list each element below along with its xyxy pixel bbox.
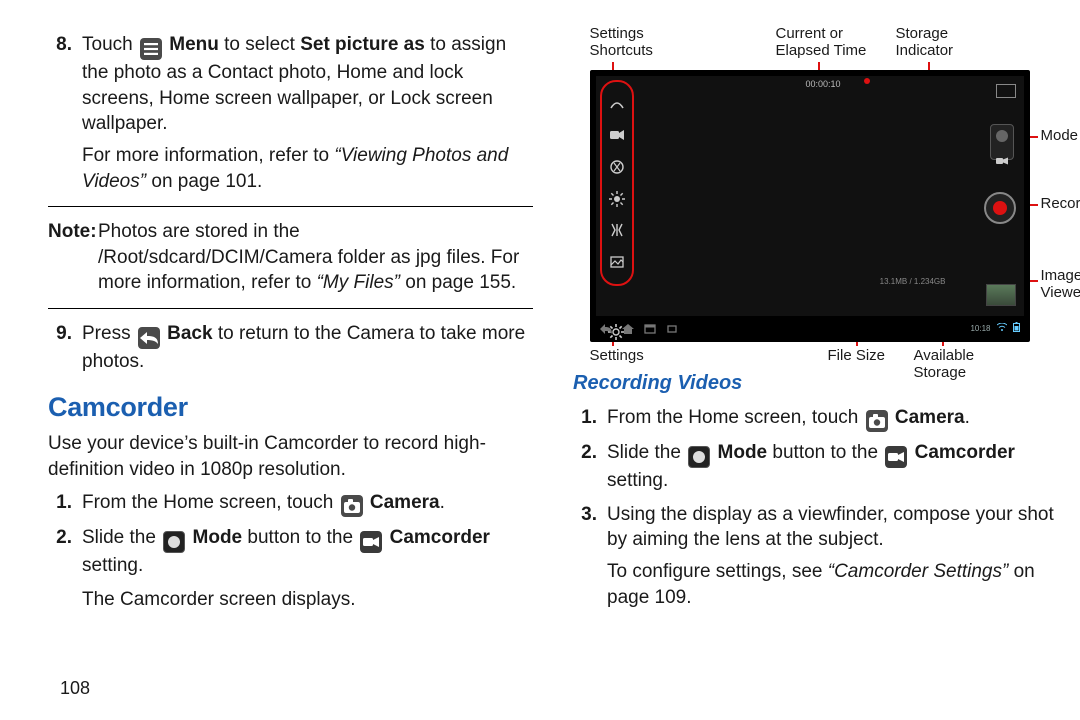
paragraph: Use your device’s built-in Camcorder to … xyxy=(48,431,533,482)
camera-icon xyxy=(866,410,888,432)
list-item: 1. From the Home screen, touch Camera. xyxy=(48,490,533,517)
heading-recording-videos: Recording Videos xyxy=(573,370,1058,397)
list-body: Using the display as a viewfinder, compo… xyxy=(607,502,1058,611)
callout-current-time: Current or Elapsed Time xyxy=(776,26,867,59)
list-body: Press Back to return to the Camera to ta… xyxy=(82,321,533,375)
mode-icon xyxy=(688,446,710,468)
note-block: Note: Photos are stored in the /Root/sdc… xyxy=(48,219,533,296)
callout-mode: Mode xyxy=(1041,128,1079,145)
list-number: 1. xyxy=(573,405,607,432)
callout-image-viewer: Image Viewer xyxy=(1041,268,1080,301)
list-item: 9. Press Back to return to the Camera to… xyxy=(48,321,533,375)
back-icon xyxy=(138,327,160,349)
shortcut-icon xyxy=(608,95,626,113)
list-body: From the Home screen, touch Camera. xyxy=(82,490,533,517)
list-item: 3. Using the display as a viewfinder, co… xyxy=(573,502,1058,611)
list-number: 2. xyxy=(48,525,82,579)
record-button xyxy=(984,192,1016,224)
left-column: 8. Touch Menu to select Set picture as t… xyxy=(48,32,541,621)
right-column: Settings Shortcuts Current or Elapsed Ti… xyxy=(565,32,1058,621)
list-number: 9. xyxy=(48,321,82,375)
list-item: 2. Slide the Mode button to the Camcorde… xyxy=(48,525,533,579)
camcorder-icon xyxy=(885,446,907,468)
heading-camcorder: Camcorder xyxy=(48,389,533,425)
wifi-icon xyxy=(997,323,1007,335)
settings-shortcuts-bar xyxy=(600,80,634,286)
list-number: 8. xyxy=(48,32,82,194)
list-number: 2. xyxy=(573,440,607,494)
list-body: From the Home screen, touch Camera. xyxy=(607,405,1058,432)
divider xyxy=(48,206,533,207)
shortcut-icon xyxy=(608,190,626,208)
menu-icon xyxy=(140,38,162,60)
file-size-text: 13.1MB / 1.234GB xyxy=(880,277,946,288)
battery-icon xyxy=(1013,322,1020,336)
divider xyxy=(48,308,533,309)
callout-storage-indicator: Storage Indicator xyxy=(896,26,954,59)
list-number: 3. xyxy=(573,502,607,611)
callout-settings: Settings xyxy=(590,348,644,365)
list-body: Touch Menu to select Set picture as to a… xyxy=(82,32,533,194)
nav-screenshot-icon xyxy=(666,324,678,334)
note-body: Photos are stored in the /Root/sdcard/DC… xyxy=(98,219,533,296)
list-body: Slide the Mode button to the Camcorder s… xyxy=(82,525,533,579)
nav-recent-icon xyxy=(644,324,656,334)
camcorder-screen: 00:00:10 13.1MB / 1.234GB xyxy=(590,70,1030,342)
camcorder-diagram: Settings Shortcuts Current or Elapsed Ti… xyxy=(576,32,1056,352)
callout-file-size: File Size xyxy=(828,348,886,365)
list-number: 1. xyxy=(48,490,82,517)
shortcut-icon xyxy=(608,158,626,176)
callout-settings-shortcuts: Settings Shortcuts xyxy=(590,26,653,59)
nav-home-icon xyxy=(622,324,634,334)
camera-icon xyxy=(341,495,363,517)
recording-dot-icon xyxy=(864,78,870,84)
list-item: 8. Touch Menu to select Set picture as t… xyxy=(48,32,533,194)
camcorder-mode-icon xyxy=(996,147,1008,155)
camera-mode-icon xyxy=(996,130,1008,142)
list-body: Slide the Mode button to the Camcorder s… xyxy=(607,440,1058,494)
nav-back-icon xyxy=(600,324,612,334)
mode-switch xyxy=(990,124,1014,160)
image-viewer-thumb xyxy=(986,284,1016,306)
list-item: 2. Slide the Mode button to the Camcorde… xyxy=(573,440,1058,494)
storage-indicator-icon xyxy=(996,84,1016,98)
list-item: 1. From the Home screen, touch Camera. xyxy=(573,405,1058,432)
camcorder-icon xyxy=(360,531,382,553)
elapsed-time: 00:00:10 xyxy=(806,78,841,90)
callout-record: Record xyxy=(1041,196,1080,213)
mode-icon xyxy=(163,531,185,553)
system-bar: 10:18 xyxy=(596,320,1024,338)
note-label: Note: xyxy=(48,219,98,296)
paragraph: The Camcorder screen displays. xyxy=(82,587,533,613)
page-number: 108 xyxy=(60,676,90,700)
viewfinder: 00:00:10 13.1MB / 1.234GB xyxy=(596,76,1024,316)
shortcut-icon xyxy=(608,126,626,144)
clock: 10:18 xyxy=(970,324,990,335)
callout-available-storage: Available Storage xyxy=(914,348,975,381)
shortcut-icon xyxy=(608,221,626,239)
shortcut-icon xyxy=(608,253,626,271)
